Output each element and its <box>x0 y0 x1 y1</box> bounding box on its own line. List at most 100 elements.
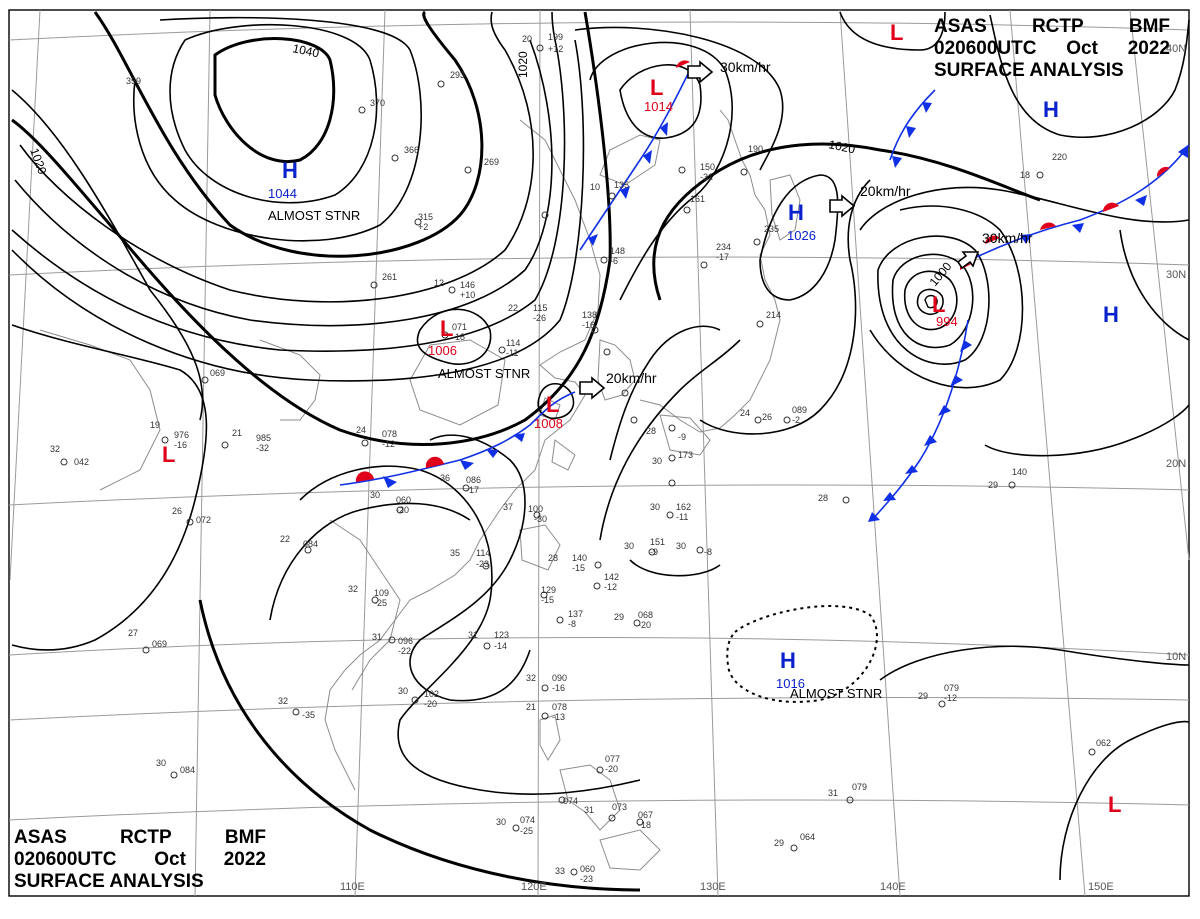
station-plot: 214 <box>766 310 781 320</box>
station-plot: 30 060-20 <box>370 490 411 515</box>
product-name: SURFACE ANALYSIS <box>14 871 204 892</box>
isobar-label-1020-east: 1020 <box>827 137 856 156</box>
station-plot: 22 115-26 <box>508 303 547 323</box>
svg-text:-14: -14 <box>494 641 507 651</box>
meridian-150e <box>1009 9 1086 897</box>
lon-label-150e: 150E <box>1088 881 1114 893</box>
svg-text:261: 261 <box>382 272 397 282</box>
svg-text:32: 32 <box>526 673 536 683</box>
svg-text:114: 114 <box>506 338 520 348</box>
svg-text:10: 10 <box>590 182 600 192</box>
station-plot: 077-20 <box>605 754 620 774</box>
svg-text:079: 079 <box>944 683 959 693</box>
station-plot: 30 151-9 <box>624 537 665 557</box>
station-plot: 19 976-16 <box>150 420 189 450</box>
svg-text:086: 086 <box>466 475 481 485</box>
svg-text:-16: -16 <box>174 440 187 450</box>
svg-text:140: 140 <box>572 553 587 563</box>
isobar-1016-dashed <box>726 605 878 703</box>
svg-text:-20: -20 <box>638 620 651 630</box>
svg-text:22: 22 <box>508 303 518 313</box>
station-plot: 21 985-32 <box>232 428 271 453</box>
svg-text:-25: -25 <box>374 598 387 608</box>
svg-text:-9: -9 <box>650 547 658 557</box>
svg-text:074: 074 <box>563 796 578 806</box>
station-plot: 10 135 <box>590 180 629 192</box>
low-value: 1006 <box>428 343 457 358</box>
high-symbol: H <box>1103 302 1119 327</box>
station-plot: 32 -35 <box>278 696 315 720</box>
svg-text:31: 31 <box>372 632 382 642</box>
map-frame <box>8 9 1190 897</box>
year: 2022 <box>223 849 266 870</box>
station-plot: 074 <box>563 796 578 806</box>
low-symbol: L <box>890 20 903 45</box>
svg-text:074: 074 <box>520 815 535 825</box>
front-stationary-west <box>339 391 576 488</box>
station-plot: 366 <box>404 145 419 155</box>
station-plot: 30 <box>652 456 662 466</box>
lat-label-20n: 20N <box>1166 458 1186 470</box>
svg-text:214: 214 <box>766 310 781 320</box>
svg-text:060: 060 <box>396 495 411 505</box>
svg-text:060: 060 <box>580 864 595 874</box>
svg-text:+12: +12 <box>548 44 563 54</box>
station-plot: 21 078-13 <box>526 702 567 722</box>
station-plot: 30 162-11 <box>650 502 691 522</box>
high-symbol: H <box>282 158 298 183</box>
year: 2022 <box>1127 38 1170 59</box>
svg-text:-32: -32 <box>256 443 269 453</box>
lon-label-110e: 110E <box>340 881 365 893</box>
svg-text:073: 073 <box>612 802 627 812</box>
station-plot: 190 <box>748 144 763 154</box>
svg-text:-17: -17 <box>716 252 729 262</box>
svg-text:173: 173 <box>678 450 693 460</box>
svg-text:22: 22 <box>280 534 290 544</box>
svg-text:114: 114 <box>476 548 490 558</box>
motion-arrow-2 <box>829 194 856 218</box>
svg-text:985: 985 <box>256 433 271 443</box>
station-plot: 359 <box>126 76 141 86</box>
svg-text:32: 32 <box>278 696 288 706</box>
low-symbol: L <box>162 442 175 467</box>
meridian-130e <box>689 9 719 897</box>
svg-text:140: 140 <box>1012 467 1027 477</box>
svg-text:-8: -8 <box>568 619 576 629</box>
svg-text:29: 29 <box>614 612 624 622</box>
station-plot: 234-17 <box>716 242 731 262</box>
station-plot: 261 <box>382 272 397 282</box>
high-symbol: H <box>788 200 804 225</box>
svg-text:30: 30 <box>370 490 380 500</box>
station-plot: 37 100-30 <box>503 502 547 524</box>
svg-text:079: 079 <box>852 782 867 792</box>
svg-text:071: 071 <box>452 322 467 332</box>
station-plot: 26 072 <box>172 506 211 525</box>
station-plot: 067-18 <box>638 810 653 830</box>
station-plot: 29 140 <box>988 467 1027 490</box>
svg-text:-31: -31 <box>700 172 713 182</box>
svg-text:33: 33 <box>555 866 565 876</box>
svg-text:32: 32 <box>348 584 358 594</box>
agency: ASAS <box>934 16 987 37</box>
svg-text:078: 078 <box>382 429 397 439</box>
station-plot: 29 064 <box>774 832 815 848</box>
taiwan <box>551 439 576 471</box>
svg-text:084: 084 <box>180 765 195 775</box>
station-plot: 35 114-23 <box>450 548 490 569</box>
high-note: ALMOST STNR <box>268 208 360 223</box>
station-plot: 315+2 <box>418 212 433 232</box>
front-typhoon <box>868 144 1190 522</box>
svg-text:-25: -25 <box>520 826 533 836</box>
month: Oct <box>154 849 186 870</box>
svg-text:078: 078 <box>552 702 567 712</box>
svg-text:115: 115 <box>533 303 547 313</box>
svg-text:30: 30 <box>398 686 408 696</box>
svg-text:-15: -15 <box>572 563 585 573</box>
motion-speed: 30km/hr <box>982 230 1033 246</box>
station-plot: 33 060-23 <box>555 864 595 884</box>
svg-text:-18: -18 <box>638 820 651 830</box>
chart-title-top: ASAS RCTP BMF 020600UTC Oct 2022 SURFACE ANA… <box>934 16 1170 82</box>
low-symbol: L <box>650 75 663 100</box>
station-plot: 28 -9 <box>646 426 686 442</box>
station-plot: 18 220 <box>1020 152 1067 180</box>
